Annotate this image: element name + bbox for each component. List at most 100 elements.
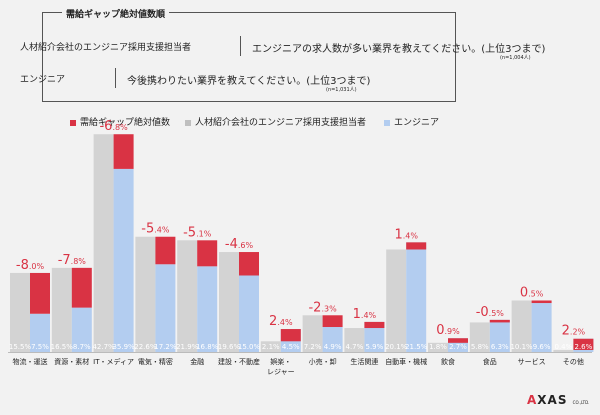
category-label: 食品 xyxy=(483,357,497,366)
value-label-recruiter: 0.4% xyxy=(555,343,573,351)
category-label: 自動車・機械 xyxy=(385,357,427,366)
bar-gap xyxy=(197,240,218,267)
bar-gap xyxy=(239,252,259,276)
value-label-engineer: 16.8% xyxy=(196,343,219,351)
value-label-recruiter: 20.1% xyxy=(385,343,408,351)
category-label: IT・メディア xyxy=(93,357,134,366)
bar-gap xyxy=(573,338,594,350)
value-label-engineer: 5.9% xyxy=(366,343,384,351)
sample-size: (n=1,031人) xyxy=(326,87,357,93)
gap-label: -5.4% xyxy=(141,222,170,237)
gap-label: 0.5% xyxy=(520,285,544,300)
bar-gap xyxy=(364,321,385,329)
header-panel xyxy=(42,12,456,102)
value-label-engineer: 2.6% xyxy=(575,343,593,351)
bar-gap xyxy=(113,134,134,169)
bar-recruiter xyxy=(93,134,114,352)
category-label: 娯楽・ xyxy=(270,357,291,366)
value-label-engineer: 4.5% xyxy=(282,343,300,351)
bar-recruiter xyxy=(344,328,365,352)
bar-recruiter xyxy=(386,249,407,352)
category-label: その他 xyxy=(563,357,584,366)
value-label-recruiter: 16.5% xyxy=(51,343,74,351)
bar-engineer xyxy=(489,319,510,352)
gap-label: -8.0% xyxy=(16,258,45,273)
bar-engineer xyxy=(155,264,176,352)
bar-gap xyxy=(448,338,468,343)
value-label-engineer: 15.0% xyxy=(238,343,261,351)
gap-label: -2.3% xyxy=(308,300,337,315)
gap-label: 0.9% xyxy=(436,323,460,338)
bar-engineer xyxy=(71,307,92,352)
bar-recruiter xyxy=(469,322,490,352)
category-label: 建設・不動産 xyxy=(218,357,260,366)
category-label: 小売・卸 xyxy=(309,357,337,366)
category-label: 電気・精密 xyxy=(138,357,173,366)
value-label-engineer: 9.6% xyxy=(533,343,551,351)
bar-gap xyxy=(406,242,427,250)
gap-label: -4.6% xyxy=(225,237,254,252)
respondent-label: 人材紹介会社のエンジニア採用支援担当者 xyxy=(20,43,192,53)
value-label-engineer: 7.5% xyxy=(31,343,49,351)
category-label: レジャー xyxy=(267,368,295,376)
bar-recruiter xyxy=(219,252,239,352)
value-label-recruiter: 7.2% xyxy=(304,343,322,351)
value-label-engineer: 6.3% xyxy=(491,343,509,351)
bar-engineer xyxy=(30,313,50,352)
bar-recruiter xyxy=(260,341,281,352)
legend-gap: 需給ギャップ絶対値数 xyxy=(70,115,170,128)
bar-recruiter xyxy=(177,240,198,352)
bar-gap xyxy=(531,300,552,304)
bar-gap xyxy=(280,329,301,342)
value-label-engineer: 2.7% xyxy=(449,343,467,351)
bar-engineer xyxy=(197,266,218,352)
gap-label: 1.4% xyxy=(394,227,418,242)
bar-recruiter xyxy=(51,267,72,352)
bar-gap xyxy=(30,272,50,314)
bar-gap xyxy=(155,236,176,265)
category-label: 生活関連 xyxy=(350,357,378,366)
value-label-recruiter: 1.8% xyxy=(429,343,447,351)
bar-recruiter xyxy=(428,342,448,352)
value-label-engineer: 35.9% xyxy=(112,343,135,351)
legend-recruiter: 人材紹介会社のエンジニア採用支援担当者 xyxy=(185,115,366,128)
bar-gap xyxy=(322,315,343,328)
value-label-recruiter: 5.8% xyxy=(471,343,489,351)
gap-label: -6.8% xyxy=(99,119,128,134)
value-label-recruiter: 4.7% xyxy=(346,343,364,351)
value-label-recruiter: 42.7% xyxy=(92,343,115,351)
bar-gap xyxy=(71,267,92,308)
value-label-engineer: 17.2% xyxy=(154,343,177,351)
value-label-recruiter: 22.6% xyxy=(134,343,157,351)
bar-engineer xyxy=(406,242,427,352)
bar-recruiter xyxy=(553,349,574,352)
value-label-recruiter: 15.5% xyxy=(9,343,32,351)
legend-engineer: エンジニア xyxy=(384,115,439,128)
value-label-recruiter: 2.1% xyxy=(262,343,280,351)
bar-engineer xyxy=(113,168,134,352)
value-label-recruiter: 21.9% xyxy=(176,343,199,351)
legend-swatch xyxy=(384,119,390,126)
company-logo: AXAS CO.,LTD. xyxy=(527,393,590,407)
legend-label: エンジニア xyxy=(394,118,440,128)
category-label: 資源・素材 xyxy=(54,357,89,366)
respondent-label: エンジニア xyxy=(20,75,66,85)
bar-engineer xyxy=(322,327,343,352)
legend-swatch xyxy=(185,119,191,126)
bar-gap xyxy=(489,319,510,323)
value-label-recruiter: 19.6% xyxy=(218,343,241,351)
category-label: 飲食 xyxy=(441,357,455,366)
gap-label: -5.1% xyxy=(183,225,212,240)
bar-recruiter xyxy=(511,300,532,352)
value-label-recruiter: 10.1% xyxy=(510,343,533,351)
logo-sub: CO.,LTD. xyxy=(572,400,590,405)
value-label-engineer: 4.9% xyxy=(324,343,342,351)
bar-engineer xyxy=(239,275,259,352)
question-text: エンジニアの求人数が多い業界を教えてください。(上位3つまで) xyxy=(252,44,546,55)
bar-recruiter xyxy=(10,272,30,352)
legend-label: 需給ギャップ絶対値数 xyxy=(80,118,171,128)
question-text: 今後携わりたい業界を教えてください。(上位3つまで) xyxy=(127,76,371,87)
category-label: 金融 xyxy=(190,357,204,366)
gap-label: 2.2% xyxy=(562,324,586,339)
